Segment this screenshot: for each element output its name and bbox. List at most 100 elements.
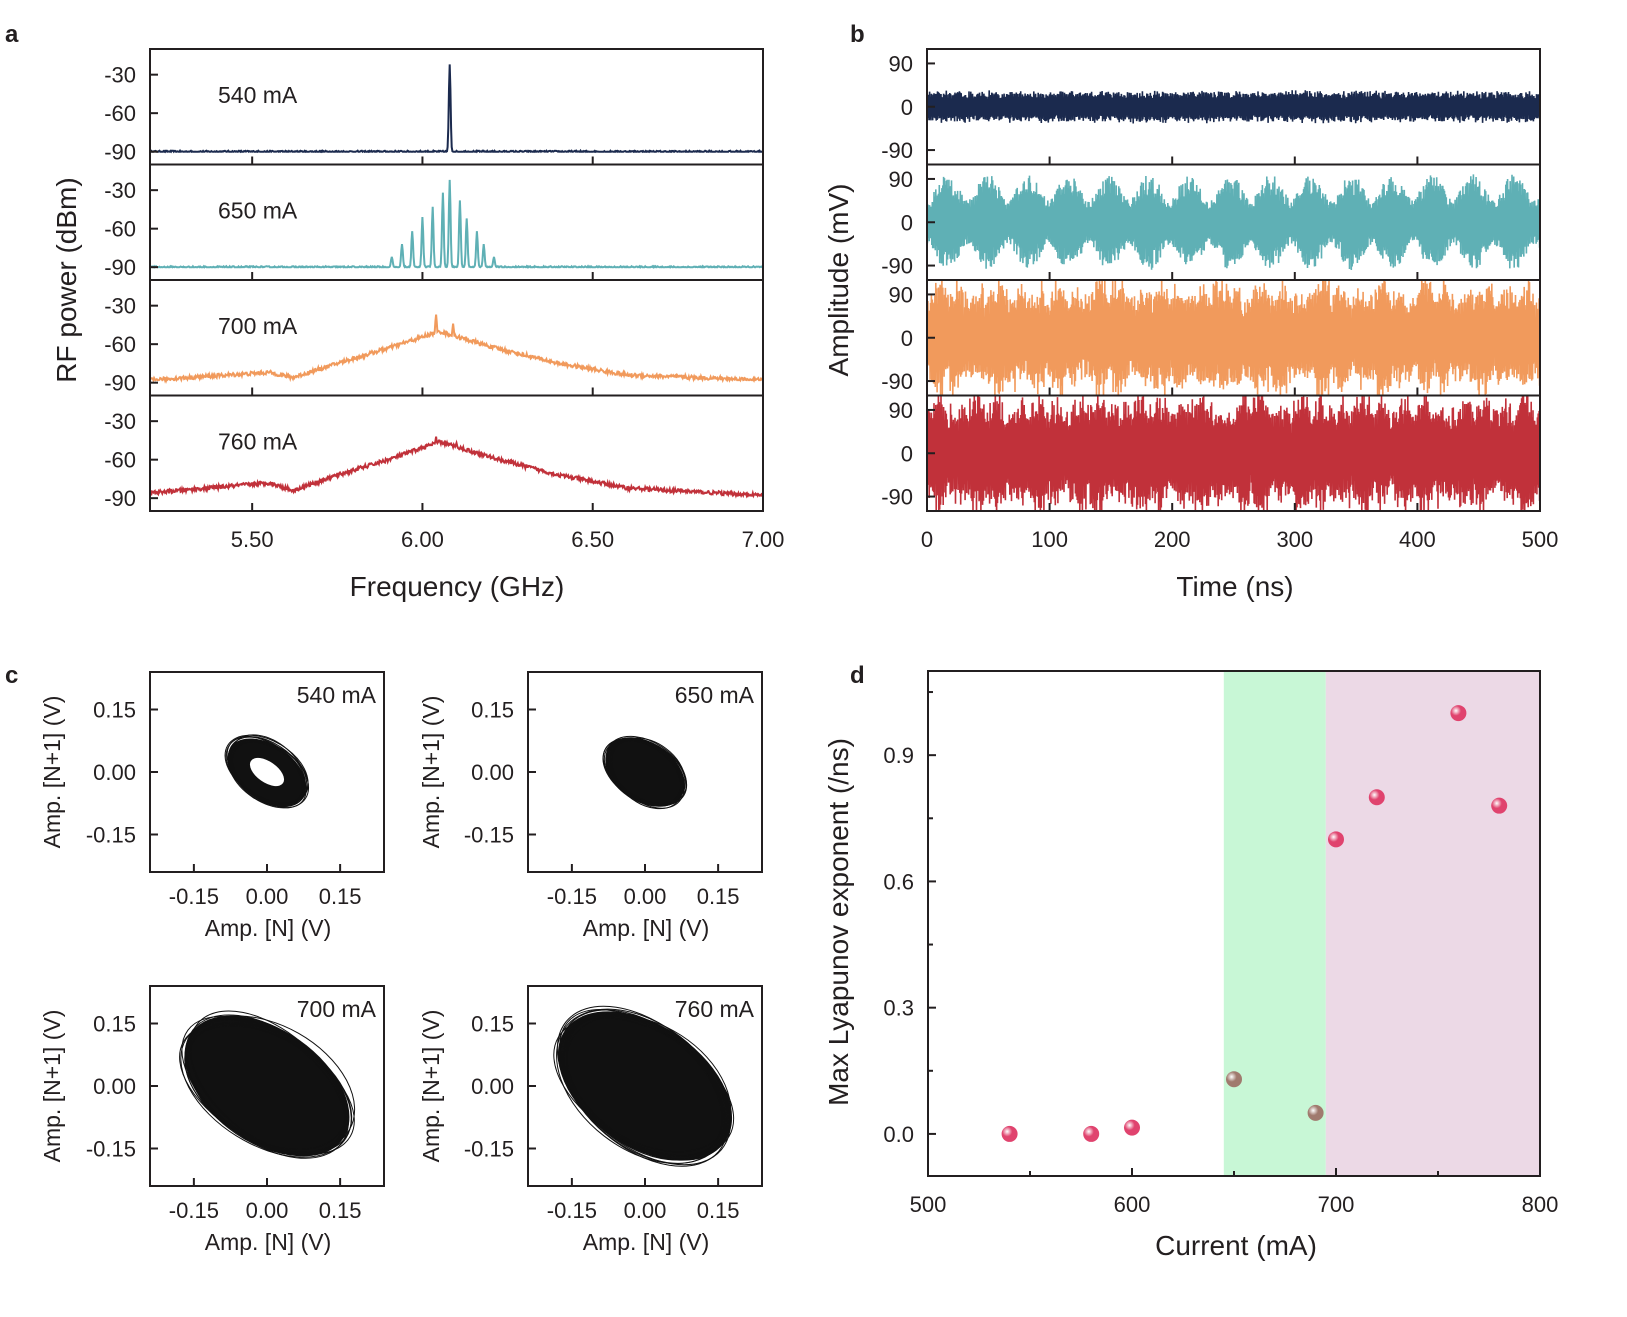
xtick-label-b: 500	[1522, 527, 1559, 552]
ytick-label-a: -90	[104, 140, 136, 165]
y-axis-label-d: Max Lyapunov exponent (/ns)	[823, 738, 854, 1106]
lyapunov-point-6	[1368, 789, 1385, 806]
xtick-label-c: -0.15	[547, 1198, 597, 1223]
ytick-label-b: 90	[889, 51, 913, 76]
xtick-label-c: -0.15	[169, 1198, 219, 1223]
ytick-label-b: 90	[889, 167, 913, 192]
spectrum-line-0	[149, 64, 763, 154]
x-axis-label-b: Time (ns)	[1176, 571, 1293, 602]
ytick-label-c: 0.15	[93, 1012, 136, 1037]
ytick-label-c: -0.15	[86, 823, 136, 848]
ytick-label-b: 90	[889, 398, 913, 423]
spectrum-label-2: 700 mA	[218, 313, 298, 339]
attractor-orbit-2	[179, 1022, 355, 1155]
xtick-label-c: 0.00	[624, 1198, 667, 1223]
ytick-label-a: -60	[104, 217, 136, 242]
xtick-label-d: 700	[1318, 1192, 1355, 1217]
lyapunov-point-7	[1450, 705, 1467, 722]
xtick-label-c: 0.00	[246, 1198, 289, 1223]
attractor-orbit-3	[556, 1008, 729, 1165]
ytick-label-b: 0	[901, 95, 913, 120]
ytick-label-c: -0.15	[86, 1137, 136, 1162]
attractor-orbit-1	[609, 738, 685, 809]
chart-c-return-maps: 540 mA 0.15 0.00 -0.15 -0.15 0.00 0.15 Amp. [N]…	[39, 671, 763, 1255]
chart-d-lyapunov: 0.0 0.3 0.6 0.9 500 600 700 800 Current (mA) Max …	[823, 670, 1558, 1261]
ytick-label-a: -60	[104, 101, 136, 126]
ytick-label-a: -30	[104, 178, 136, 203]
xtick-label-c: 0.15	[697, 1198, 740, 1223]
xtick-label-c: 0.15	[697, 884, 740, 909]
return-map-label-0: 540 mA	[297, 682, 377, 708]
xtick-label-c: -0.15	[547, 884, 597, 909]
ytick-label-b: -90	[881, 369, 913, 394]
x-axis-label-d: Current (mA)	[1155, 1230, 1317, 1261]
ytick-label-d: 0.3	[883, 996, 914, 1021]
x-axis-label-c: Amp. [N] (V)	[205, 915, 332, 941]
ytick-label-a: -30	[104, 294, 136, 319]
xtick-label-b: 100	[1031, 527, 1068, 552]
attractor-orbit-1	[605, 735, 687, 805]
ytick-label-c: 0.00	[93, 760, 136, 785]
y-axis-label-b: Amplitude (mV)	[823, 184, 854, 377]
y-axis-label-c: Amp. [N+1] (V)	[39, 696, 65, 849]
ytick-label-b: -90	[881, 138, 913, 163]
lyapunov-point-3	[1226, 1071, 1242, 1088]
ytick-label-a: -90	[104, 486, 136, 511]
xtick-label-b: 300	[1276, 527, 1313, 552]
ytick-label-c: 0.00	[93, 1074, 136, 1099]
ytick-label-d: 0.9	[883, 743, 914, 768]
lyapunov-point-0	[1001, 1125, 1018, 1142]
ytick-label-a: -90	[104, 371, 136, 396]
ytick-label-a: -60	[104, 332, 136, 357]
y-axis-label-a: RF power (dBm)	[51, 177, 82, 382]
attractor-orbit-3	[562, 1013, 725, 1164]
attractor-orbit-1	[605, 740, 682, 807]
ytick-label-d: 0.0	[883, 1122, 914, 1147]
xtick-label-c: 0.00	[624, 884, 667, 909]
return-map-label-2: 700 mA	[297, 996, 377, 1022]
ytick-label-c: -0.15	[464, 1137, 514, 1162]
panel-letter-b: b	[850, 21, 865, 48]
ytick-label-a: -30	[104, 63, 136, 88]
ytick-label-b: 0	[901, 210, 913, 235]
lyapunov-point-8	[1491, 797, 1508, 814]
regime-band-0	[1223, 671, 1326, 1176]
attractor-hole-0	[249, 757, 285, 787]
xtick-label-d: 600	[1114, 1192, 1151, 1217]
regime-band-1	[1325, 671, 1540, 1176]
trace-line-3	[927, 395, 1540, 511]
xtick-label-a: 6.50	[571, 527, 614, 552]
chart-a-rf-spectra: 540 mA -30 -60 -90 650 mA -30 -60 -90 700 mA -30 -…	[51, 48, 784, 602]
spectrum-line-3	[149, 436, 764, 499]
panel-letter-a: a	[5, 21, 19, 48]
panel-a-frame-3	[149, 394, 764, 512]
return-map-label-3: 760 mA	[675, 996, 755, 1022]
trace-line-2	[927, 280, 1540, 396]
ytick-label-b: 0	[901, 326, 913, 351]
spectrum-label-3: 760 mA	[218, 429, 298, 455]
ytick-label-c: -0.15	[464, 823, 514, 848]
attractor-orbit-0	[227, 736, 303, 807]
ytick-label-c: 0.00	[471, 1074, 514, 1099]
ytick-label-a: -60	[104, 448, 136, 473]
xtick-label-a: 5.50	[231, 527, 274, 552]
return-map-label-1: 650 mA	[675, 682, 755, 708]
panel-letter-d: d	[850, 662, 865, 689]
lyapunov-point-5	[1328, 831, 1344, 848]
x-axis-label-c: Amp. [N] (V)	[205, 1229, 332, 1255]
xtick-label-d: 500	[910, 1192, 947, 1217]
ytick-label-b: 90	[889, 282, 913, 307]
spectrum-label-1: 650 mA	[218, 198, 298, 224]
y-axis-label-c: Amp. [N+1] (V)	[418, 696, 444, 849]
ytick-label-b: 0	[901, 441, 913, 466]
xtick-label-c: 0.15	[319, 884, 362, 909]
attractor-orbit-2	[180, 1019, 352, 1158]
y-axis-label-c: Amp. [N+1] (V)	[418, 1010, 444, 1163]
ytick-label-a: -30	[104, 409, 136, 434]
attractor-orbit-3	[565, 1015, 732, 1157]
xtick-label-c: -0.15	[169, 884, 219, 909]
panel-letter-c: c	[5, 662, 18, 689]
attractor-orbit-2	[187, 1022, 346, 1156]
ytick-label-c: 0.15	[93, 698, 136, 723]
